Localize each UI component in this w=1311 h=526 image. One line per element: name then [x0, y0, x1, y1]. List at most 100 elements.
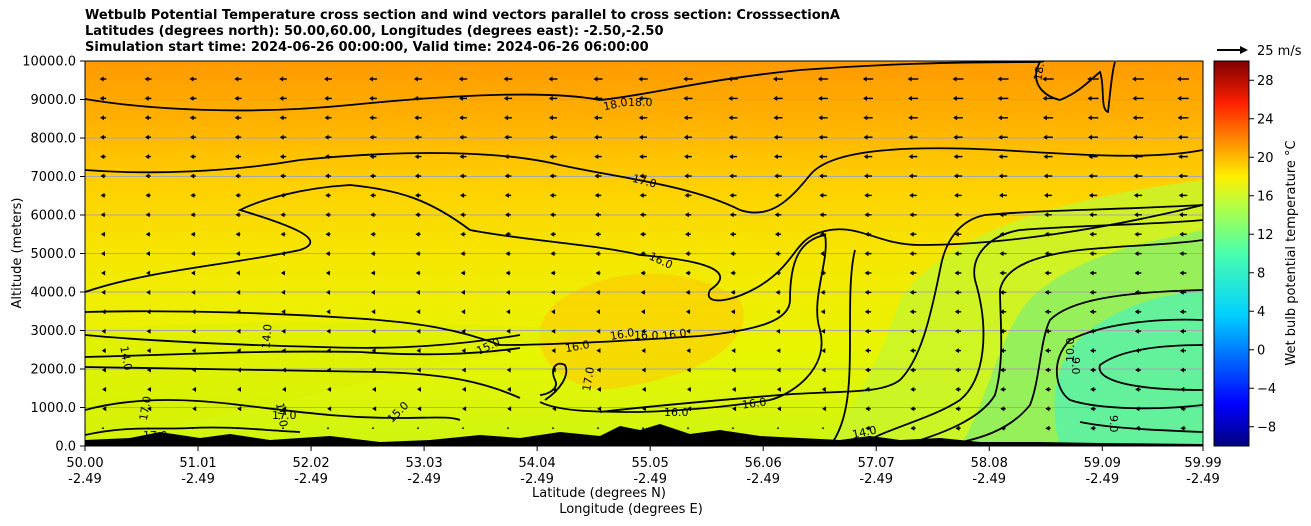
wind-vector-head [1133, 173, 1138, 179]
wind-vector-head [955, 348, 960, 354]
wind-vector-head [325, 192, 330, 198]
wind-vector-head [280, 270, 285, 276]
wind-vector-head [1089, 270, 1094, 276]
wind-vector-head [234, 134, 239, 140]
wind-vector-head [190, 231, 195, 237]
wind-vector-head [594, 192, 599, 198]
wind-vector-head [953, 154, 958, 160]
terrain [85, 424, 1203, 446]
wind-vector-head [1045, 367, 1050, 373]
colorbar-tick-label: 16 [1257, 189, 1274, 204]
wind-vector-head [1177, 115, 1182, 121]
wind-vector-head [863, 95, 868, 101]
wind-vector-head [685, 270, 690, 276]
wind-vector-head [1090, 386, 1095, 392]
wind-vector-head [416, 328, 421, 334]
x-tick-label-longitude: -2.49 [407, 472, 441, 487]
wind-vector-head [504, 134, 509, 140]
wind-vector [282, 427, 284, 430]
wind-vector-head [281, 289, 286, 295]
colorbar-tick-label: 12 [1257, 228, 1274, 243]
wind-vector-head [820, 309, 825, 315]
wind-vector [732, 427, 734, 430]
wind-vector-head [460, 270, 465, 276]
contour-line [85, 347, 521, 358]
wind-vector-head [998, 173, 1003, 179]
wind-vector-head [459, 192, 464, 198]
wind-vector-head [236, 289, 241, 295]
wind-vector [687, 447, 689, 449]
wind-vector-head [595, 289, 600, 295]
wind-vector-head [821, 328, 826, 334]
wind-vector-head [279, 76, 284, 82]
warm-pocket [539, 273, 744, 390]
wind-vector-head [729, 231, 734, 237]
wind-vector-head [863, 115, 868, 121]
contour-label: 16.0 [664, 406, 689, 419]
wind-vector [372, 447, 374, 449]
y-tick-label: 1000.0 [31, 401, 77, 416]
wind-vector-head [596, 386, 601, 392]
wind-vector-head [416, 386, 421, 392]
wind-vector-head [954, 289, 959, 295]
wind-vector-head [955, 425, 960, 431]
wind-vector-head [326, 386, 331, 392]
wind-vector-head [999, 192, 1004, 198]
wind-vector-head [638, 134, 643, 140]
wind-vector-head [415, 212, 420, 218]
wind-vector [732, 447, 734, 449]
wind-vector-head [279, 95, 284, 101]
wind-vector-head [819, 212, 824, 218]
wind-vector-head [639, 192, 644, 198]
colorbar-tick-label: 8 [1257, 266, 1265, 281]
wind-vector-head [414, 115, 419, 121]
y-tick-label: 3000.0 [31, 324, 77, 339]
wind-vector-head [414, 154, 419, 160]
wind-vector-head [819, 192, 824, 198]
wind-vector-head [416, 309, 421, 315]
wind-vector-head [327, 406, 332, 412]
y-tick-label: 4000.0 [31, 286, 77, 301]
colorbar-tick-label: 4 [1257, 305, 1265, 320]
wind-vector-head [730, 309, 735, 315]
wind-vector-head [864, 270, 869, 276]
wind-vector-head [1177, 95, 1182, 101]
x-tick-label-longitude: -2.49 [1085, 472, 1119, 487]
wind-vector-head [729, 212, 734, 218]
wind-vector-head [191, 348, 196, 354]
wind-vector-head [417, 406, 422, 412]
wind-vector [282, 447, 284, 449]
wind-vector-head [909, 192, 914, 198]
wind-vector-head [1090, 367, 1095, 373]
wind-vector-head [685, 309, 690, 315]
wind-vector-head [1179, 270, 1184, 276]
wind-vector-head [908, 173, 913, 179]
wind-vector-head [145, 134, 150, 140]
wind-vector-head [144, 115, 149, 121]
wind-vector-head [1042, 95, 1047, 101]
wind-vector-head [145, 251, 150, 257]
wind-vector-head [1000, 386, 1005, 392]
x-tick-label-longitude: -2.49 [1186, 472, 1220, 487]
y-tick-label: 6000.0 [31, 209, 77, 224]
wind-vector-head [326, 309, 331, 315]
wind-vector-head [909, 309, 914, 315]
contour-label: 16.0 [634, 329, 659, 342]
wind-vector-head [506, 328, 511, 334]
wind-vector-head [279, 115, 284, 121]
wind-vector-head [907, 76, 912, 82]
wind-vector-head [1088, 192, 1093, 198]
contour-line [85, 366, 521, 399]
wind-vector-head [370, 192, 375, 198]
wind-vector-head [1180, 425, 1185, 431]
wind-vector-head [864, 192, 869, 198]
wind-vector [147, 447, 149, 449]
wind-vector-head [281, 328, 286, 334]
x-tick-label-latitude: 55.05 [632, 456, 669, 471]
contour-line [599, 204, 1203, 413]
wind-vector-head [773, 154, 778, 160]
wind-vector-head [862, 76, 867, 82]
wind-vector-head [639, 173, 644, 179]
wind-vector [687, 427, 689, 430]
wind-vector-head [1135, 386, 1140, 392]
